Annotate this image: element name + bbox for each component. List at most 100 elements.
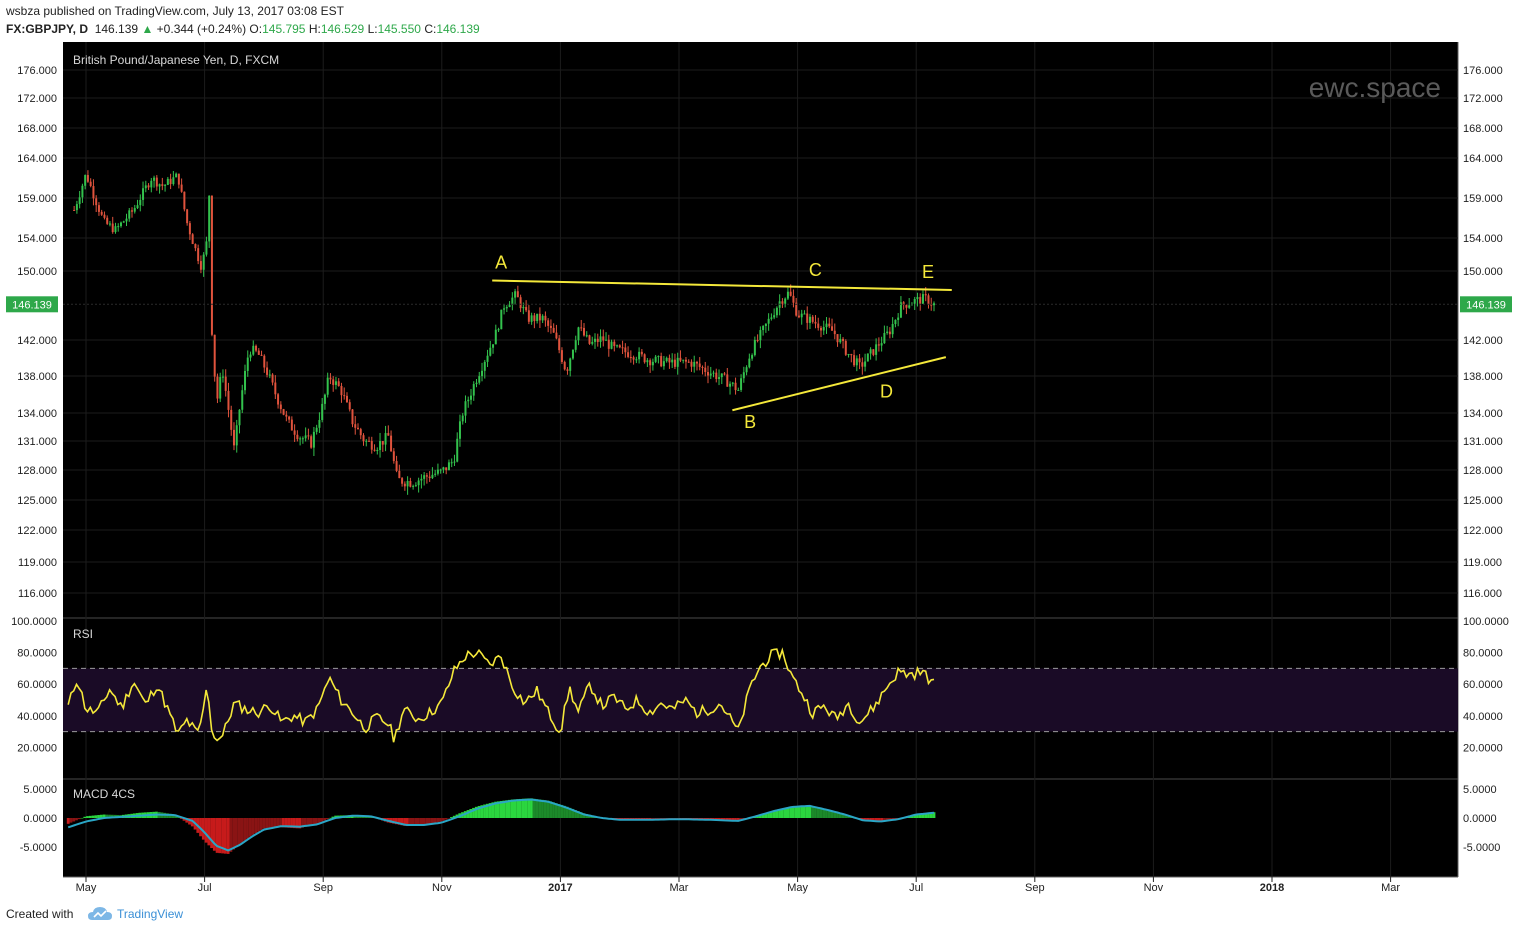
candle-body bbox=[577, 327, 580, 341]
macd-histogram-bar bbox=[510, 799, 514, 818]
symbol-label[interactable]: FX:GBPJPY, D bbox=[6, 22, 89, 36]
candle-body bbox=[290, 419, 293, 431]
rsi-tick-right: 40.0000 bbox=[1463, 711, 1503, 723]
macd-histogram-bar bbox=[97, 815, 100, 818]
candle-body bbox=[221, 376, 224, 378]
candle-body bbox=[671, 359, 674, 363]
candle-body bbox=[742, 372, 745, 379]
current-price-label: 146.139 bbox=[1466, 299, 1506, 311]
candle-body bbox=[839, 338, 842, 343]
macd-pane[interactable] bbox=[66, 798, 936, 854]
candle-body bbox=[560, 350, 563, 362]
high-label: H: bbox=[308, 22, 321, 36]
macd-histogram-bar bbox=[259, 818, 263, 831]
candle-body bbox=[122, 221, 125, 223]
price-pane[interactable]: A B C D E bbox=[63, 170, 1458, 495]
candle-body bbox=[257, 350, 260, 355]
candle-body bbox=[139, 199, 142, 206]
candle-body bbox=[558, 338, 561, 351]
candle-body bbox=[665, 357, 668, 362]
macd-histogram-bar bbox=[814, 807, 817, 818]
candle-body bbox=[481, 370, 484, 377]
candle-body bbox=[916, 297, 919, 300]
candle-body bbox=[188, 223, 191, 235]
macd-histogram-bar bbox=[568, 807, 572, 818]
macd-histogram-bar bbox=[246, 818, 249, 839]
price-tick-left: 128.000 bbox=[17, 465, 57, 477]
candle-body bbox=[875, 344, 878, 355]
cloud-logo-icon[interactable] bbox=[88, 906, 112, 922]
macd-histogram-bar bbox=[210, 818, 213, 849]
candle-body bbox=[86, 175, 89, 182]
macd-histogram-bar bbox=[485, 803, 489, 818]
candle-body bbox=[888, 331, 891, 335]
candle-body bbox=[657, 356, 660, 358]
macd-histogram-bar bbox=[331, 816, 335, 818]
candle-body bbox=[919, 297, 922, 304]
candle-body bbox=[164, 184, 167, 186]
candle-body bbox=[792, 295, 795, 303]
macd-histogram-bar bbox=[405, 818, 409, 827]
macd-histogram-bar bbox=[284, 818, 288, 828]
candle-body bbox=[932, 303, 935, 306]
author-link[interactable]: wsbza bbox=[6, 4, 41, 18]
price-pane-title: British Pound/Japanese Yen, D, FXCM bbox=[73, 53, 279, 67]
candle-body bbox=[194, 244, 197, 249]
candle-body bbox=[544, 315, 547, 321]
x-tick-label: May bbox=[787, 882, 808, 894]
candle-body bbox=[866, 353, 869, 362]
macd-histogram-bar bbox=[758, 814, 762, 818]
price-tick-right: 154.000 bbox=[1463, 233, 1503, 245]
candle-body bbox=[423, 475, 426, 479]
candle-body bbox=[833, 330, 836, 335]
candle-body bbox=[255, 345, 258, 351]
candle-body bbox=[814, 321, 817, 324]
x-tick-label: Mar bbox=[1381, 882, 1400, 894]
macd-histogram-bar bbox=[243, 818, 247, 841]
macd-histogram-bar bbox=[290, 818, 293, 828]
macd-histogram-bar bbox=[66, 818, 70, 824]
macd-histogram-bar bbox=[833, 811, 837, 818]
rsi-tick-left: 60.0000 bbox=[17, 679, 57, 691]
macd-histogram-bar bbox=[579, 812, 583, 818]
price-tick-left: 154.000 bbox=[17, 233, 57, 245]
candle-body bbox=[527, 310, 530, 322]
macd-histogram-bar bbox=[769, 811, 773, 818]
macd-histogram-bar bbox=[240, 818, 244, 843]
trendline[interactable] bbox=[492, 279, 952, 291]
candle-body bbox=[819, 327, 822, 331]
wave-label: A bbox=[495, 253, 507, 273]
candle-body bbox=[172, 177, 175, 185]
chart-header: wsbza published on TradingView.com, July… bbox=[0, 0, 1521, 42]
candle-body bbox=[489, 347, 492, 356]
macd-tick-right: 5.0000 bbox=[1463, 784, 1497, 796]
candle-body bbox=[720, 373, 723, 378]
macd-histogram-bar bbox=[885, 818, 889, 822]
candle-body bbox=[219, 377, 222, 399]
price-tick-left: 150.000 bbox=[17, 266, 57, 278]
chart-canvas[interactable]: A B C D E May Jul Sep Nov 2017 Mar May Jul Sep Nov 201… bbox=[0, 42, 1521, 899]
candle-body bbox=[594, 338, 597, 342]
macd-signal-line[interactable] bbox=[67, 798, 935, 852]
macd-histogram-bar bbox=[841, 813, 845, 818]
rsi-line[interactable] bbox=[67, 647, 935, 743]
candle-body bbox=[784, 298, 787, 304]
candle-body bbox=[629, 356, 632, 358]
x-tick-label: Jul bbox=[909, 882, 923, 894]
candle-body bbox=[850, 354, 853, 356]
macd-histogram-bar bbox=[767, 812, 770, 818]
candle-body bbox=[153, 177, 156, 181]
rsi-pane[interactable] bbox=[63, 647, 1458, 743]
macd-histogram-bar bbox=[411, 818, 415, 826]
macd-histogram-bar bbox=[563, 805, 566, 818]
rsi-tick-left: 40.0000 bbox=[17, 711, 57, 723]
macd-histogram-bar bbox=[251, 818, 255, 835]
macd-histogram-bar bbox=[527, 798, 531, 818]
tradingview-brand-link[interactable]: TradingView bbox=[117, 907, 184, 921]
trendline[interactable] bbox=[732, 356, 947, 412]
candle-body bbox=[202, 254, 205, 270]
candle-body bbox=[197, 248, 200, 262]
macd-histogram-bar bbox=[334, 815, 338, 818]
macd-histogram-bar bbox=[292, 818, 296, 829]
candle-body bbox=[723, 373, 726, 375]
